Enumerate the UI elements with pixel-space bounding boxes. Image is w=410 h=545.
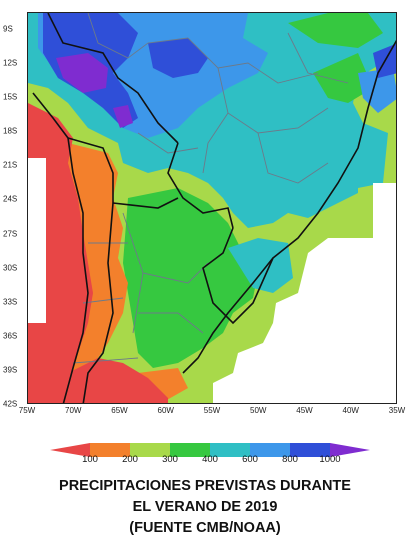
zone-gt-1000-small [113,105,133,128]
legend-tick-label: 400 [202,454,218,465]
zone-lt-100-south [58,358,168,403]
legend-swatch [250,443,291,457]
border-chile-bolivia [67,137,114,203]
state-border-line [202,112,229,174]
legend-swatch [330,443,370,457]
lon-label: 40W [342,406,359,415]
lat-label: 24S [3,194,18,204]
legend-swatch [170,443,211,457]
state-border-line [287,32,349,84]
map-canvas [28,13,396,403]
legend-tick-label: 100 [82,454,98,465]
no-data-area-pacific [28,158,46,323]
lon-label: 65W [111,406,128,415]
legend-swatch [210,443,251,457]
zone-600-800-east [358,68,396,113]
lat-label: 33S [3,297,18,307]
lat-label: 9S [3,24,13,34]
state-border-line [138,312,204,334]
legend-tick-label: 1000 [319,454,341,465]
zone-gt-1000 [56,53,108,93]
legend-tick-label: 600 [242,454,258,465]
lat-label: 39S [3,365,18,375]
lon-label: 50W [250,406,267,415]
state-border-line [257,132,329,184]
lon-label: 60W [157,406,174,415]
state-border-line [142,262,209,284]
legend-tick-label: 800 [282,454,298,465]
no-data-area-ocean [213,183,396,403]
state-border-line [87,13,189,59]
lat-label: 36S [3,331,18,341]
lat-label: 30S [3,263,18,273]
border-peru-brazil [47,13,179,144]
border-argentina-bolivia [112,197,179,209]
coastline-pacific [32,92,89,403]
lon-label: 55W [203,406,221,415]
legend-swatch [290,443,331,457]
legend-tick-label: 300 [162,454,178,465]
legend-swatch [90,443,131,457]
state-border-line [82,297,124,304]
border-uruguay [202,227,274,325]
country-borders [32,13,396,403]
zone-800-1000-central [148,38,208,78]
lat-label: 18S [3,126,18,136]
border-paraguay [167,142,234,229]
caption-line-1: PRECIPITACIONES PREVISTAS DURANTE [59,478,351,494]
lat-label: 27S [3,229,18,239]
legend-swatch [130,443,171,457]
zone-300-400-north [288,13,383,48]
border-chile-argentina [82,202,114,403]
map-caption: PRECIPITACIONES PREVISTAS DURANTE EL VER… [0,476,410,539]
lon-label: 75W [18,406,36,415]
color-legend-bar [50,443,370,457]
zone-300-400-east [313,53,373,103]
state-borders [72,13,349,364]
zone-300-400-south [123,188,258,368]
lon-label: 45W [296,406,313,415]
lat-label: 42S [3,399,18,409]
lat-label: 21S [3,160,18,170]
state-border-line [187,37,319,84]
state-border-line [72,357,139,364]
state-border-line [137,132,199,154]
caption-line-2: EL VERANO DE 2019 [132,499,278,515]
precipitation-map [27,12,397,404]
lon-label: 35W [388,406,406,415]
lon-label: 70W [65,406,82,415]
lat-label: 15S [3,92,18,102]
caption-line-3: (FUENTE CMB/NOAA) [129,520,281,536]
lat-label: 12S [3,58,18,68]
coastline-atlantic [182,39,396,374]
zone-400-600-south [228,238,293,293]
legend-tick-label: 200 [122,454,138,465]
legend-swatch [50,443,90,457]
